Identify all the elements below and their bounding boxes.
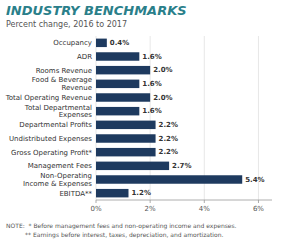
- data-label: 1.6%: [142, 80, 161, 88]
- bar: [96, 52, 139, 60]
- category-label-line: Expenses: [59, 111, 93, 119]
- tick-label: 4%: [199, 205, 210, 213]
- data-label: 2.2%: [159, 148, 178, 156]
- category-label: Total DepartmentalExpenses: [24, 104, 93, 120]
- data-label: 5.4%: [245, 176, 264, 184]
- category-label-line: Gross Operating Profit*: [11, 149, 92, 157]
- chart: INDUSTRY BENCHMARKS Percent change, 2016 …: [0, 0, 300, 248]
- data-label: 0.4%: [110, 39, 129, 47]
- category-label-line: Revenue: [62, 84, 93, 92]
- category-label: Departmental Profits: [19, 121, 92, 129]
- grid: [96, 36, 258, 200]
- data-label: 1.6%: [142, 53, 161, 61]
- bar: [96, 80, 139, 88]
- title: INDUSTRY BENCHMARKS: [6, 3, 187, 18]
- bar: [96, 107, 139, 115]
- note: ** Earnings before interest, taxes, depr…: [6, 231, 223, 239]
- subtitle: Percent change, 2016 to 2017: [6, 20, 127, 29]
- bar: [96, 148, 156, 156]
- category-label-line: ADR: [77, 53, 92, 61]
- tick-mark: [150, 200, 151, 203]
- bar: [96, 134, 156, 142]
- category-label: Food & BeverageRevenue: [32, 76, 92, 92]
- x-axis-line: [96, 200, 272, 201]
- data-label: 1.2%: [131, 189, 150, 197]
- category-label: EBITDA**: [59, 190, 92, 198]
- tick-label: 0%: [90, 205, 101, 213]
- bar: [96, 66, 150, 74]
- category-label-line: Rooms Revenue: [36, 67, 92, 75]
- category-label-line: Departmental Profits: [19, 121, 92, 129]
- tick-mark: [204, 200, 205, 203]
- bar: [96, 189, 128, 197]
- bar: [96, 175, 242, 183]
- category-label: Total Operating Revenue: [5, 94, 92, 102]
- category-label: Management Fees: [28, 162, 93, 170]
- data-label: 2.0%: [153, 94, 172, 102]
- tick-mark: [96, 200, 97, 203]
- data-label: 1.6%: [142, 107, 161, 115]
- bar: [96, 93, 150, 101]
- category-label: ADR: [77, 53, 92, 61]
- category-label-line: Occupancy: [53, 39, 92, 47]
- note: NOTE: * Before management fees and non-o…: [6, 222, 237, 230]
- category-label: Gross Operating Profit*: [11, 149, 92, 157]
- page: {"chart_data": { "type": "bar", "orienta…: [0, 0, 300, 248]
- category-label: Non-OperatingIncome & Expenses: [23, 172, 92, 188]
- category-label: Occupancy: [53, 39, 92, 47]
- bar: [96, 121, 156, 129]
- category-label: Rooms Revenue: [36, 67, 92, 75]
- bar: [96, 39, 107, 47]
- tick-label: 6%: [253, 205, 264, 213]
- category-label-line: Management Fees: [28, 162, 93, 170]
- bar: [96, 162, 169, 170]
- tick-label: 2%: [145, 205, 156, 213]
- category-label-line: Total Operating Revenue: [5, 94, 92, 102]
- tick-mark: [258, 200, 259, 203]
- category-label: Undistributed Expenses: [9, 135, 92, 143]
- category-label-line: Income & Expenses: [23, 180, 92, 188]
- category-label-line: Undistributed Expenses: [9, 135, 92, 143]
- bars: [96, 39, 242, 198]
- data-label: 2.7%: [172, 162, 191, 170]
- data-label: 2.2%: [159, 121, 178, 129]
- data-label: 2.0%: [153, 66, 172, 74]
- category-label-line: EBITDA**: [59, 190, 92, 198]
- data-label: 2.2%: [159, 135, 178, 143]
